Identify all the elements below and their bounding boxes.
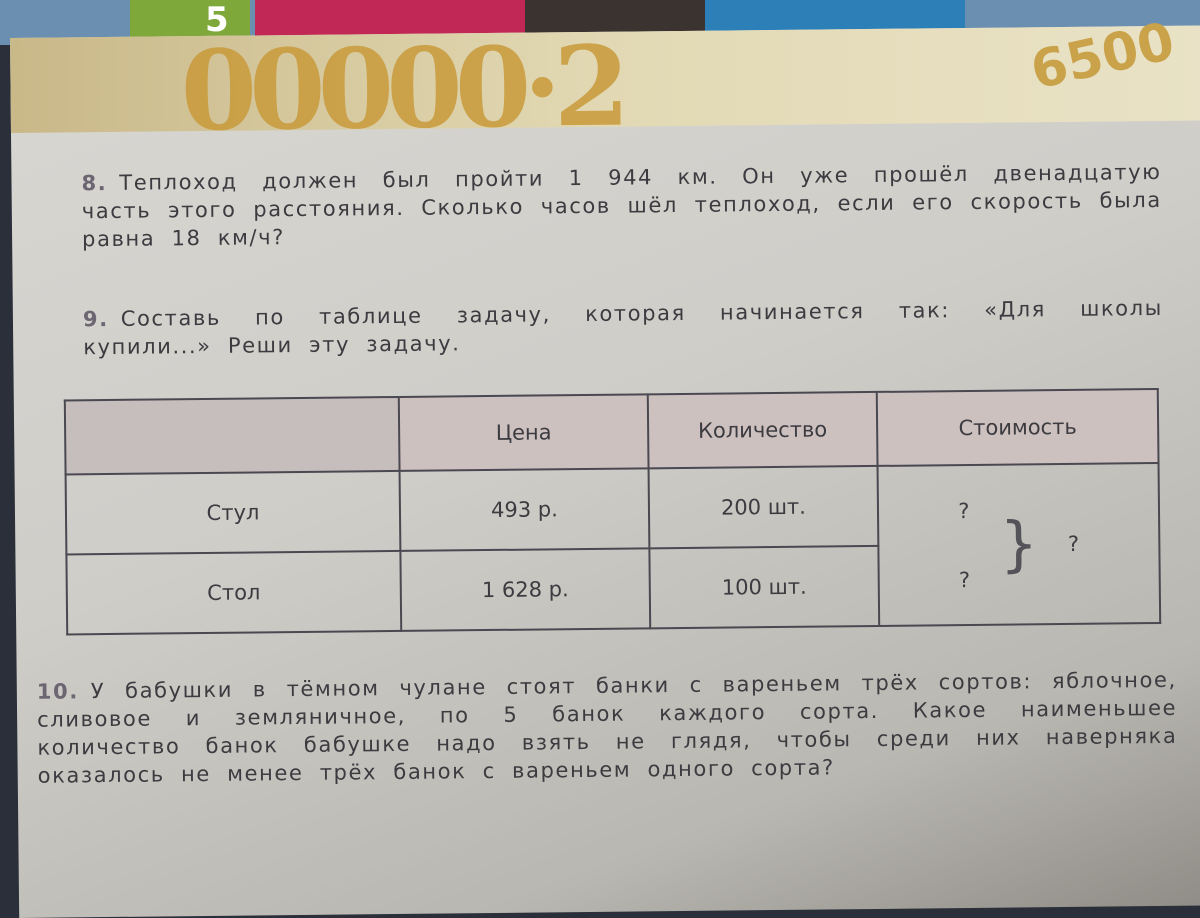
- cell-cost: ? ? } ?: [877, 462, 1161, 626]
- problem-8: 8. Теплоход должен был пройти 1 944 км. О…: [81, 159, 1162, 252]
- problem-9: 9. Составь по таблице задачу, которая нач…: [82, 295, 1164, 360]
- header-cell-empty: [64, 396, 400, 475]
- textbook-page: 00000·2 6500 8. Теплоход должен был пройт…: [10, 11, 1200, 918]
- table-row: Стул 493 р. 200 шт. ? ? } ?: [65, 462, 1161, 626]
- brace-icon: }: [999, 509, 1039, 580]
- cell-quantity: 200 шт.: [648, 465, 879, 549]
- cell-item: Стул: [65, 470, 401, 555]
- table-header-row: Цена Количество Стоимость: [64, 389, 1159, 475]
- cost-total-unknown: ?: [1067, 531, 1080, 556]
- header-cell-quantity: Количество: [647, 391, 878, 469]
- header-band: 00000·2 6500: [10, 11, 1200, 155]
- header-cell-cost: Стоимость: [876, 389, 1159, 466]
- cost-unknown-1: ?: [958, 498, 970, 523]
- cell-price: 1 628 р.: [400, 548, 651, 631]
- cost-unknown-2: ?: [958, 567, 971, 592]
- cell-item: Стол: [66, 550, 402, 635]
- price-table: Цена Количество Стоимость Стул 493 р. 20…: [64, 388, 1161, 635]
- problem-10: 10. У бабушки в тёмном чулане стоят банки…: [36, 667, 1178, 788]
- cell-price: 493 р.: [399, 468, 650, 551]
- header-cell-price: Цена: [398, 394, 649, 471]
- header-decor-number: 00000·2: [179, 21, 623, 156]
- cell-quantity: 100 шт.: [649, 545, 880, 629]
